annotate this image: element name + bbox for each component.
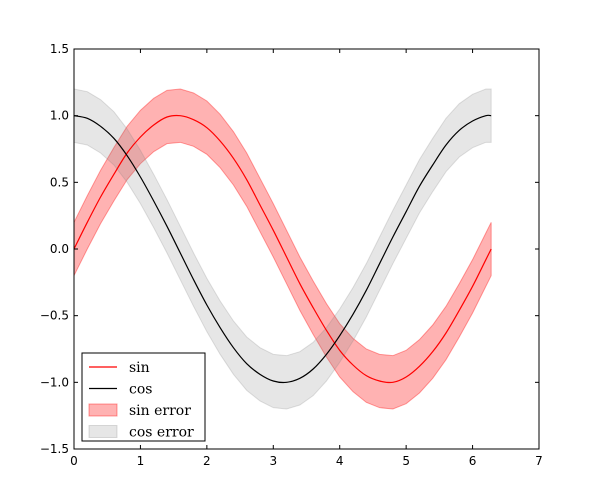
x-tick-label: 6 xyxy=(469,454,477,468)
cos-error-band xyxy=(73,88,492,410)
x-tick-label: 0 xyxy=(70,454,78,468)
x-tick-label: 7 xyxy=(535,454,543,468)
y-tick-label: 0.5 xyxy=(50,175,69,189)
legend-label: cos xyxy=(129,382,152,398)
x-tick-label: 5 xyxy=(402,454,410,468)
legend: sin cos sin error cos error xyxy=(81,352,206,442)
legend-swatch-sin-error xyxy=(88,403,118,417)
legend-swatch-cos-error xyxy=(88,425,118,438)
y-tick-label: 1.5 xyxy=(50,42,69,56)
y-tick-label: −0.5 xyxy=(40,309,69,323)
legend-label: sin error xyxy=(129,403,191,419)
legend-label: cos error xyxy=(129,425,194,441)
y-tick-label: −1.0 xyxy=(40,375,69,389)
legend-box xyxy=(81,352,206,442)
axis-ticks: 0 1 2 3 4 5 6 7 −1.5 −1.0 −0.5 0.0 0.5 1.0 1.5 xyxy=(40,42,543,468)
y-tick-label: 0.0 xyxy=(50,242,69,256)
x-tick-label: 4 xyxy=(336,454,344,468)
legend-label: sin xyxy=(129,360,150,376)
series-lines xyxy=(73,114,492,384)
y-tick-label: −1.5 xyxy=(40,442,69,456)
x-tick-label: 3 xyxy=(269,454,277,468)
sin-line xyxy=(73,114,492,384)
x-tick-label: 2 xyxy=(203,454,211,468)
y-tick-label: 1.0 xyxy=(50,109,69,123)
cos-line xyxy=(73,114,492,384)
x-tick-label: 1 xyxy=(137,454,145,468)
